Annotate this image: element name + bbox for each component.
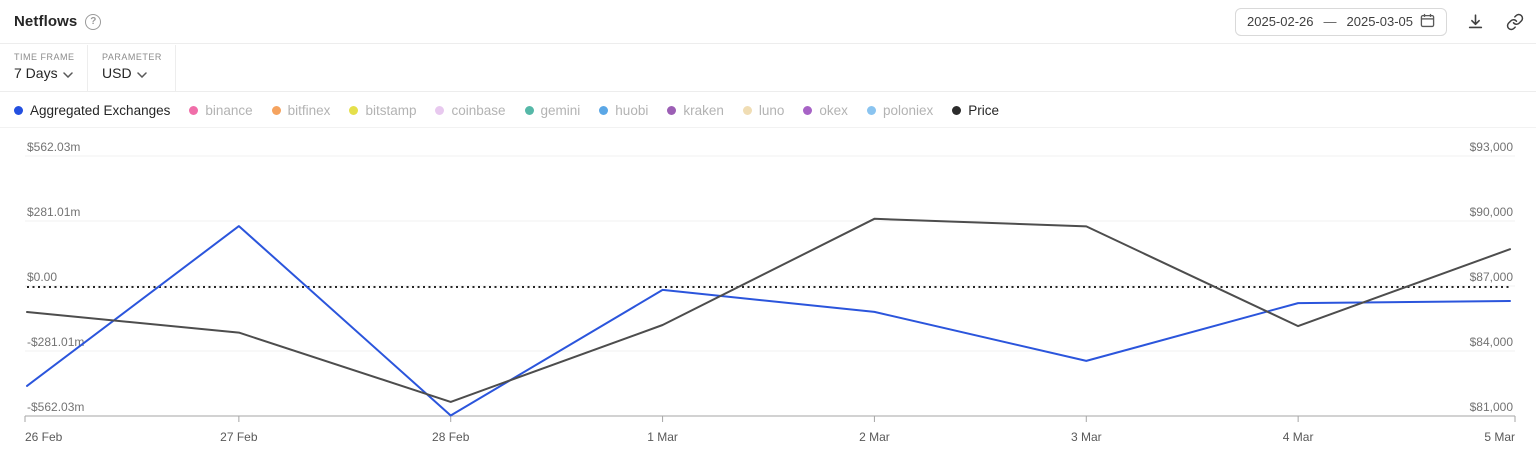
- legend-dot-icon: [952, 105, 962, 115]
- controls-row: TIME FRAME 7 Days PARAMETER USD: [0, 45, 1536, 92]
- right-axis-tick: $81,000: [1470, 400, 1514, 414]
- parameter-value: USD: [102, 65, 132, 81]
- header: Netflows ? 2025-02-26 — 2025-03-05: [0, 0, 1536, 44]
- legend-dot-icon: [524, 105, 534, 115]
- chevron-down-icon: [136, 65, 147, 81]
- right-axis-tick: $87,000: [1470, 270, 1514, 284]
- parameter-select[interactable]: PARAMETER USD: [88, 45, 176, 91]
- download-button[interactable]: [1465, 11, 1486, 32]
- date-start: 2025-02-26: [1247, 14, 1314, 29]
- legend-item-binance[interactable]: binance: [189, 102, 253, 118]
- download-icon: [1467, 13, 1484, 30]
- legend-item-bitfinex[interactable]: bitfinex: [271, 102, 331, 118]
- legend-item-kraken[interactable]: kraken: [667, 103, 724, 118]
- page-title: Netflows: [14, 13, 78, 30]
- legend-item-aggregated-exchanges[interactable]: Aggregated Exchanges: [14, 103, 170, 118]
- left-axis-tick: $0.00: [27, 270, 57, 284]
- help-icon[interactable]: ?: [85, 13, 102, 30]
- legend-item-poloniex[interactable]: poloniex: [866, 102, 934, 118]
- legend-label: huobi: [615, 102, 649, 118]
- x-axis-label: 5 Mar: [1484, 430, 1515, 444]
- legend-dot-icon: [189, 105, 199, 115]
- legend-dot-icon: [866, 105, 876, 115]
- legend-dot-icon: [803, 105, 813, 115]
- left-axis-tick: $562.03m: [27, 140, 80, 154]
- chart-area: $562.03m $93,000 $281.01m $90,000 $0.00 $87,0…: [0, 128, 1536, 459]
- legend-label: Aggregated Exchanges: [30, 102, 171, 118]
- left-axis-tick: -$281.01m: [27, 335, 84, 349]
- legend: Aggregated Exchanges binance bitfinex bitst…: [0, 93, 1536, 128]
- link-button[interactable]: [1504, 11, 1526, 33]
- legend-dot-icon: [742, 105, 752, 115]
- legend-dot-icon: [271, 105, 281, 115]
- legend-item-gemini[interactable]: gemini: [524, 102, 581, 118]
- legend-dot-icon: [435, 105, 445, 115]
- right-axis-tick: $84,000: [1470, 335, 1514, 349]
- right-axis-tick: $90,000: [1470, 205, 1514, 219]
- timeframe-value: 7 Days: [14, 65, 58, 81]
- legend-label: gemini: [540, 102, 581, 118]
- x-axis-label: 27 Feb: [220, 430, 258, 444]
- netflows-line: [26, 225, 1511, 417]
- legend-label: binance: [205, 102, 253, 118]
- legend-label: bitfinex: [287, 102, 331, 118]
- x-axis-label: 26 Feb: [25, 430, 63, 444]
- legend-item-luno[interactable]: luno: [742, 102, 785, 118]
- price-line: [26, 217, 1511, 403]
- legend-label: kraken: [683, 102, 724, 118]
- date-end: 2025-03-05: [1346, 14, 1414, 29]
- legend-label: bitstamp: [365, 102, 417, 118]
- calendar-icon: [1420, 13, 1435, 31]
- date-range-picker[interactable]: 2025-02-26 — 2025-03-05: [1235, 7, 1447, 36]
- chevron-down-icon: [62, 65, 73, 81]
- x-axis-label: 3 Mar: [1071, 430, 1102, 444]
- legend-label: poloniex: [882, 102, 934, 118]
- legend-dot-icon: [14, 105, 23, 115]
- legend-label: coinbase: [451, 102, 506, 118]
- legend-item-coinbase[interactable]: coinbase: [435, 102, 506, 118]
- legend-item-okex[interactable]: okex: [803, 103, 848, 118]
- left-axis-tick: $281.01m: [27, 205, 80, 219]
- legend-label: okex: [819, 102, 848, 118]
- x-axis-label: 28 Feb: [432, 430, 470, 444]
- x-axis-label: 2 Mar: [859, 430, 890, 444]
- legend-item-huobi[interactable]: huobi: [599, 103, 648, 118]
- legend-label: luno: [758, 102, 785, 118]
- legend-dot-icon: [599, 105, 609, 115]
- legend-item-price[interactable]: Price: [952, 103, 999, 118]
- right-axis-tick: $93,000: [1470, 140, 1514, 154]
- date-separator: —: [1323, 14, 1337, 29]
- timeframe-label: TIME FRAME: [14, 52, 75, 62]
- parameter-label: PARAMETER: [102, 52, 162, 62]
- x-axis-label: 4 Mar: [1283, 430, 1314, 444]
- left-axis-tick: -$562.03m: [27, 400, 84, 414]
- legend-label: Price: [968, 102, 999, 118]
- link-icon: [1506, 13, 1524, 31]
- legend-dot-icon: [667, 105, 677, 115]
- netflows-chart[interactable]: $562.03m $93,000 $281.01m $90,000 $0.00 $87,0…: [0, 128, 1536, 459]
- timeframe-select[interactable]: TIME FRAME 7 Days: [0, 45, 88, 91]
- x-axis-label: 1 Mar: [647, 430, 678, 444]
- legend-item-bitstamp[interactable]: bitstamp: [349, 103, 416, 118]
- legend-dot-icon: [349, 105, 359, 115]
